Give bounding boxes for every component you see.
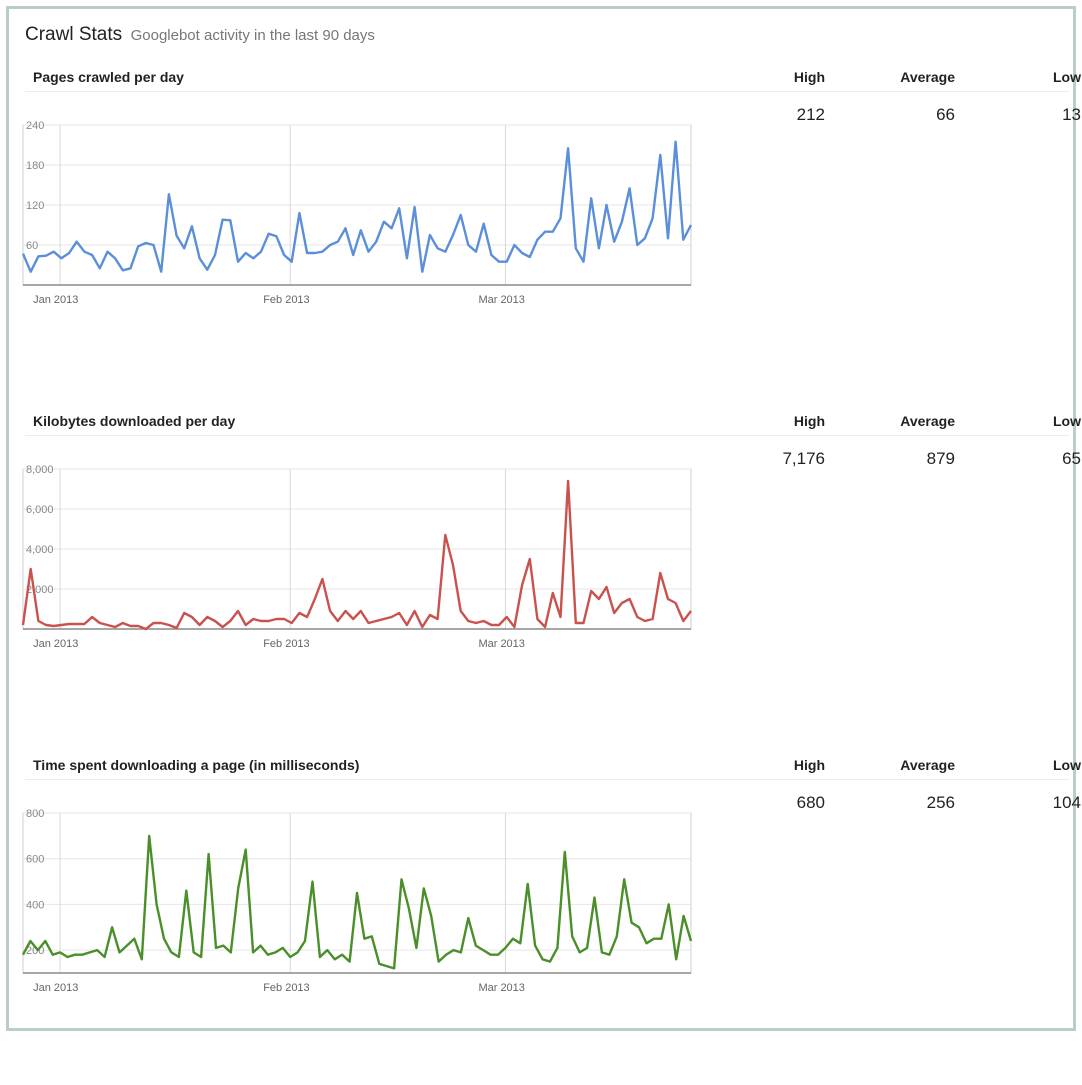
y-tick-label: 2,000 — [26, 584, 54, 596]
x-tick-label: Feb 2013 — [263, 294, 309, 306]
pages-crawled-section: Pages crawled per day High Average Low 2… — [9, 67, 1081, 397]
series-line — [21, 479, 692, 631]
x-tick-label: Mar 2013 — [478, 294, 524, 306]
x-tick-label: Feb 2013 — [263, 982, 309, 994]
page-title: Crawl Stats — [25, 24, 123, 45]
average-label: Average — [900, 413, 955, 429]
average-value: 256 — [926, 793, 955, 812]
y-tick-label: 6,000 — [26, 504, 54, 516]
series-line — [21, 834, 693, 970]
high-label: High — [793, 413, 825, 429]
section-header: Pages crawled per day High Average Low 2… — [25, 67, 1081, 124]
high-value: 680 — [796, 793, 825, 812]
high-value: 212 — [796, 105, 825, 124]
low-value: 65 — [1062, 449, 1081, 468]
y-tick-label: 400 — [26, 899, 44, 911]
x-tick-label: Mar 2013 — [478, 982, 524, 994]
x-tick-label: Jan 2013 — [33, 638, 78, 650]
section-title: Time spent downloading a page (in millis… — [33, 757, 360, 773]
y-tick-label: 180 — [26, 160, 44, 172]
high-label: High — [793, 69, 825, 85]
y-tick-label: 600 — [26, 854, 44, 866]
y-tick-label: 60 — [26, 240, 38, 252]
average-label: Average — [900, 69, 955, 85]
average-label: Average — [900, 757, 955, 773]
y-tick-label: 800 — [26, 808, 44, 820]
crawl-stats-panel: Crawl Stats Googlebot activity in the la… — [6, 6, 1081, 1031]
kilobytes-downloaded-chart: 2,000 4,000 6,000 8,000 Jan 2013 Feb 2013 Mar … — [21, 464, 692, 650]
high-label: High — [793, 757, 825, 773]
section-header: Kilobytes downloaded per day High Averag… — [25, 411, 1081, 468]
download-time-section: Time spent downloading a page (in millis… — [9, 755, 1081, 1085]
x-tick-label: Mar 2013 — [478, 638, 524, 650]
kilobytes-downloaded-section: Kilobytes downloaded per day High Averag… — [9, 411, 1081, 741]
average-value: 66 — [936, 105, 955, 124]
y-tick-label: 4,000 — [26, 544, 54, 556]
y-tick-label: 8,000 — [26, 464, 54, 476]
x-tick-label: Feb 2013 — [263, 638, 309, 650]
high-value: 7,176 — [782, 449, 825, 468]
low-label: Low — [1053, 69, 1081, 85]
series-line — [21, 140, 693, 273]
x-tick-label: Jan 2013 — [33, 294, 78, 306]
low-value: 13 — [1062, 105, 1081, 124]
average-value: 879 — [926, 449, 955, 468]
section-title: Pages crawled per day — [33, 69, 184, 85]
low-label: Low — [1053, 413, 1081, 429]
pages-crawled-chart: 60 120 180 240 Jan 2013 Feb 2013 Mar 2013 — [21, 120, 693, 306]
low-label: Low — [1053, 757, 1081, 773]
y-tick-label: 120 — [26, 200, 44, 212]
y-tick-label: 240 — [26, 120, 44, 132]
section-header: Time spent downloading a page (in millis… — [25, 755, 1081, 812]
page-subtitle: Googlebot activity in the last 90 days — [130, 27, 375, 44]
low-value: 104 — [1052, 793, 1081, 812]
section-title: Kilobytes downloaded per day — [33, 413, 236, 429]
x-tick-label: Jan 2013 — [33, 982, 78, 994]
page-header: Crawl Stats Googlebot activity in the la… — [25, 24, 375, 46]
